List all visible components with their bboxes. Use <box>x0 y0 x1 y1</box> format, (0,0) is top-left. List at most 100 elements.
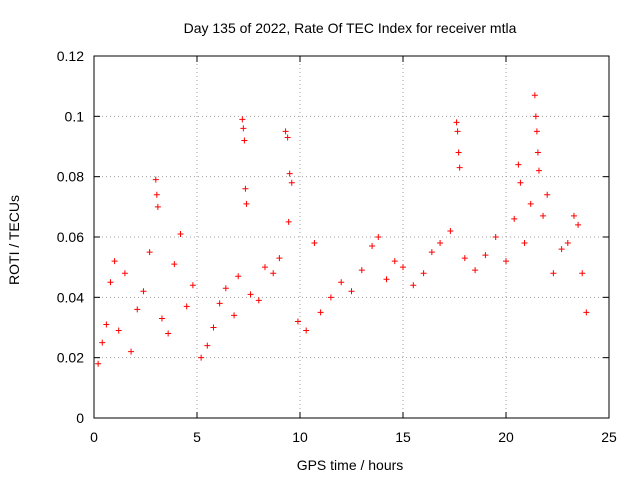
data-point <box>428 249 435 256</box>
data-point <box>241 137 248 144</box>
data-point <box>154 203 161 210</box>
data-point <box>103 321 110 328</box>
data-point <box>482 252 489 259</box>
data-point <box>570 212 577 219</box>
data-point <box>255 297 262 304</box>
data-point <box>453 119 460 126</box>
data-point <box>198 354 205 361</box>
y-tick-label: 0 <box>76 410 84 426</box>
data-point <box>107 279 114 286</box>
data-point <box>492 234 499 240</box>
axes: 0 5 10 15 20 25 0 0.02 0.04 0.06 0.08 0.1 0.12 <box>57 48 617 445</box>
data-point <box>111 258 118 265</box>
data-point <box>317 309 324 316</box>
x-tick-label: 10 <box>292 429 308 445</box>
y-tick-label: 0.04 <box>57 289 84 305</box>
chart-title: Day 135 of 2022, Rate Of TEC Index for r… <box>184 20 517 36</box>
data-point <box>515 161 522 168</box>
data-point <box>527 200 534 207</box>
data-point <box>455 149 462 156</box>
x-axis-label: GPS time / hours <box>297 457 404 473</box>
data-point <box>282 128 289 135</box>
grid <box>94 56 609 418</box>
data-point <box>165 330 172 337</box>
data-point <box>239 116 246 123</box>
data-point <box>564 240 571 247</box>
data-point <box>327 294 334 301</box>
data-point <box>134 306 141 313</box>
data-point <box>338 279 345 286</box>
data-point <box>285 218 292 225</box>
data-point <box>115 327 122 334</box>
data-point <box>533 128 540 135</box>
data-point <box>400 264 406 271</box>
data-point <box>358 267 365 274</box>
data-point <box>454 128 461 135</box>
data-point <box>348 288 355 295</box>
data-point <box>575 221 582 228</box>
data-point <box>216 300 223 307</box>
y-tick-label: 0.06 <box>57 229 84 245</box>
data-point <box>121 270 128 277</box>
x-tick-label: 5 <box>193 429 201 445</box>
data-point <box>177 230 184 237</box>
data-point <box>294 318 301 325</box>
data-point <box>447 227 454 234</box>
data-point <box>276 255 283 262</box>
y-tick-label: 0.12 <box>57 48 84 64</box>
data-points <box>95 92 590 367</box>
data-point <box>140 288 147 295</box>
data-point <box>532 113 539 120</box>
data-point <box>534 149 541 156</box>
data-point <box>583 309 590 316</box>
data-point <box>222 285 229 292</box>
data-point <box>540 212 547 219</box>
data-point <box>146 249 153 256</box>
data-point <box>286 170 293 177</box>
data-point <box>243 200 250 207</box>
data-point <box>242 185 249 192</box>
data-point <box>461 255 468 262</box>
data-point <box>420 270 427 277</box>
data-point <box>456 164 463 171</box>
data-point <box>284 134 291 141</box>
data-point <box>171 261 178 268</box>
data-point <box>189 282 196 289</box>
data-point <box>152 176 159 183</box>
data-point <box>240 125 247 132</box>
data-point <box>235 273 242 280</box>
data-point <box>410 282 417 289</box>
data-point <box>579 270 586 277</box>
data-point <box>247 291 254 298</box>
x-tick-label: 0 <box>90 429 98 445</box>
data-point <box>231 312 238 319</box>
data-point <box>303 327 310 334</box>
data-point <box>521 240 528 247</box>
data-point <box>375 234 382 240</box>
data-point <box>99 339 106 346</box>
data-point <box>95 360 102 367</box>
data-point <box>550 270 557 277</box>
y-tick-label: 0.02 <box>57 350 84 366</box>
data-point <box>270 270 277 277</box>
data-point <box>472 267 479 274</box>
data-point <box>261 264 268 271</box>
data-point <box>210 324 217 331</box>
data-point <box>204 342 211 349</box>
x-tick-label: 15 <box>395 429 411 445</box>
data-point <box>517 179 524 186</box>
x-tick-label: 20 <box>498 429 514 445</box>
data-point <box>311 240 318 247</box>
data-point <box>535 167 542 174</box>
data-point <box>369 243 376 250</box>
data-point <box>544 191 551 198</box>
data-point <box>288 179 295 186</box>
data-point <box>153 191 160 198</box>
data-point <box>558 246 565 253</box>
data-point <box>158 315 165 322</box>
data-point <box>511 215 518 222</box>
data-point <box>391 258 398 265</box>
data-point <box>531 92 538 99</box>
